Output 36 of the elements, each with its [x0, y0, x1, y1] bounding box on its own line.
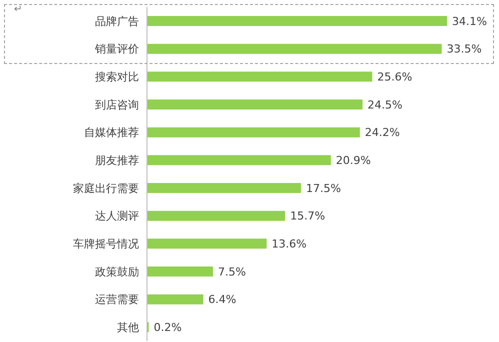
y-tick-label: 政策鼓励 [95, 265, 139, 278]
data-label: 34.1% [452, 14, 487, 28]
bar [147, 155, 331, 166]
y-tick-label: 运营需要 [95, 293, 139, 306]
bar [147, 238, 267, 249]
data-label: 0.2% [154, 321, 182, 334]
y-tick-label: 销量评价 [94, 42, 139, 56]
text: ↵ [14, 4, 22, 15]
bar [147, 266, 213, 276]
data-label: 17.5% [306, 182, 341, 195]
y-tick-label: 到店咨询 [95, 98, 139, 112]
y-tick-label: 达人测评 [95, 210, 139, 223]
bar [147, 127, 360, 138]
y-tick-label: 车牌摇号情况 [73, 237, 139, 250]
bar [147, 210, 286, 221]
y-tick-label: 朋友推荐 [95, 154, 139, 167]
data-label: 13.6% [272, 238, 307, 251]
bar [147, 294, 204, 304]
bar [147, 16, 447, 26]
data-label: 24.2% [364, 126, 400, 140]
y-tick-label: 家庭出行需要 [73, 182, 139, 195]
y-tick-label: 品牌广告 [95, 14, 139, 28]
bar [147, 183, 301, 193]
data-label: 25.6% [377, 70, 412, 84]
data-label: 33.5% [446, 42, 482, 56]
data-label: 24.5% [368, 98, 402, 112]
data-label: 15.7% [290, 210, 326, 223]
bar [147, 100, 363, 110]
bar [147, 72, 372, 82]
y-tick-label: 自媒体推荐 [84, 126, 139, 140]
y-tick-label: 搜索对比 [95, 70, 139, 84]
y-tick-label: 其他 [117, 320, 139, 334]
bar [147, 44, 442, 54]
data-label: 20.9% [336, 154, 371, 168]
data-label: 7.5% [218, 265, 246, 278]
data-label: 6.4% [208, 293, 236, 306]
